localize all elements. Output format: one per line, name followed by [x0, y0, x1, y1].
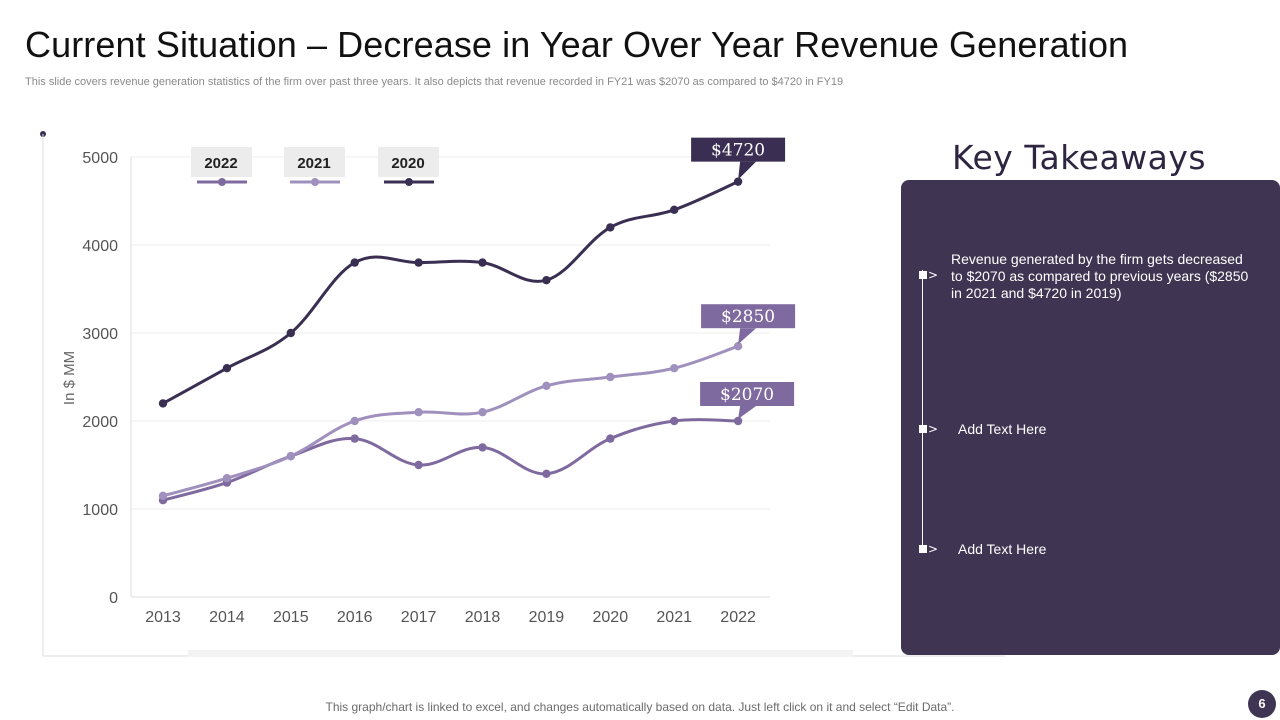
y-tick-label: 1000	[82, 502, 118, 519]
series-line-2021	[161, 344, 740, 498]
data-point-2021	[350, 416, 359, 426]
y-tick-label: 0	[109, 590, 118, 607]
callout-label: $4720	[711, 141, 765, 161]
x-tick-label: 2015	[273, 609, 309, 626]
data-point-2021	[670, 364, 679, 373]
y-axis-label: In $ MM	[61, 351, 78, 405]
chevron-right-icon: >	[928, 422, 939, 436]
legend-swatch-dot	[218, 178, 226, 186]
callout-label: $2850	[721, 307, 775, 327]
data-point-2020	[414, 258, 423, 267]
data-point-2021	[158, 491, 168, 500]
data-point-2020	[222, 364, 232, 373]
x-tick-label: 2013	[145, 609, 181, 626]
legend-box	[191, 147, 252, 177]
legend-label: 2020	[391, 155, 424, 172]
page-number-badge: 6	[1248, 690, 1276, 718]
data-point-2020	[286, 328, 295, 338]
key-takeaways-panel	[901, 180, 1280, 655]
legend-item-2022: 2022	[191, 147, 252, 186]
chevron-right-icon: >	[928, 542, 939, 556]
legend-swatch-dot	[405, 178, 413, 186]
takeaway-marker-1: >	[919, 269, 939, 281]
data-point-2020	[158, 399, 168, 408]
takeaway-text-2: Add Text Here	[958, 421, 1047, 437]
callout-pointer	[738, 328, 757, 345]
data-point-2021	[222, 474, 232, 483]
takeaways-timeline-line	[922, 270, 923, 552]
data-point-2020	[350, 258, 359, 267]
legend-item-2020: 2020	[378, 147, 439, 186]
legend-label: 2021	[297, 155, 330, 172]
data-point-2022	[670, 416, 679, 426]
series-line-2022	[161, 418, 740, 502]
legend-label: 2022	[204, 155, 237, 172]
frame-shadow	[188, 650, 853, 657]
takeaway-marker-3: >	[919, 543, 939, 555]
callout-box	[700, 382, 795, 406]
footer-note: This graph/chart is linked to excel, and…	[325, 700, 955, 714]
data-point-2021	[414, 408, 423, 417]
y-tick-label: 2000	[82, 414, 118, 431]
legend-swatch-dot	[311, 178, 319, 186]
x-tick-label: 2019	[529, 609, 565, 626]
data-point-2022	[478, 443, 487, 452]
takeaway-text-3: Add Text Here	[958, 541, 1047, 557]
callout-box	[691, 137, 786, 162]
key-takeaways-title: Key Takeaways	[952, 138, 1207, 177]
callout-2022: $2070	[700, 382, 795, 419]
data-point-2021	[478, 408, 487, 417]
x-tick-label: 2021	[656, 609, 692, 626]
data-point-2022	[606, 434, 615, 443]
data-point-2022	[414, 460, 423, 470]
y-tick-label: 3000	[82, 326, 118, 343]
x-tick-label: 2018	[465, 609, 501, 626]
callout-label: $2070	[720, 385, 774, 405]
data-point-2022	[350, 434, 359, 443]
chevron-right-icon: >	[928, 268, 939, 282]
slide-subtitle: This slide covers revenue generation sta…	[25, 76, 844, 88]
data-point-2022	[542, 469, 551, 478]
data-point-2020	[478, 258, 487, 267]
legend-item-2021: 2021	[284, 147, 345, 186]
x-tick-label: 2020	[593, 609, 629, 626]
data-point-2020	[670, 205, 679, 214]
data-point-2021	[733, 342, 743, 351]
y-tick-label: 5000	[82, 150, 118, 167]
takeaway-text-1: Revenue generated by the firm gets decre…	[951, 251, 1249, 301]
data-point-2022	[733, 416, 743, 426]
data-point-2020	[542, 276, 551, 285]
callout-pointer	[738, 406, 757, 419]
data-point-2020	[606, 223, 615, 232]
callout-2021: $2850	[701, 304, 796, 345]
callout-pointer	[738, 161, 757, 180]
series-line-2020	[161, 180, 740, 405]
x-tick-label: 2016	[337, 609, 373, 626]
y-tick-label: 4000	[82, 238, 118, 255]
data-point-2021	[606, 372, 615, 382]
callout-2020: $4720	[691, 137, 786, 180]
legend-box	[284, 147, 345, 177]
x-tick-label: 2017	[401, 609, 437, 626]
data-point-2021	[286, 452, 295, 461]
x-tick-label: 2014	[209, 609, 245, 626]
takeaway-marker-2: >	[919, 423, 939, 435]
slide-title: Current Situation – Decrease in Year Ove…	[25, 24, 1129, 65]
x-tick-label: 2022	[720, 609, 756, 626]
legend-box	[378, 147, 439, 177]
data-point-2021	[542, 381, 551, 390]
data-point-2020	[733, 177, 743, 186]
callout-box	[701, 304, 796, 329]
